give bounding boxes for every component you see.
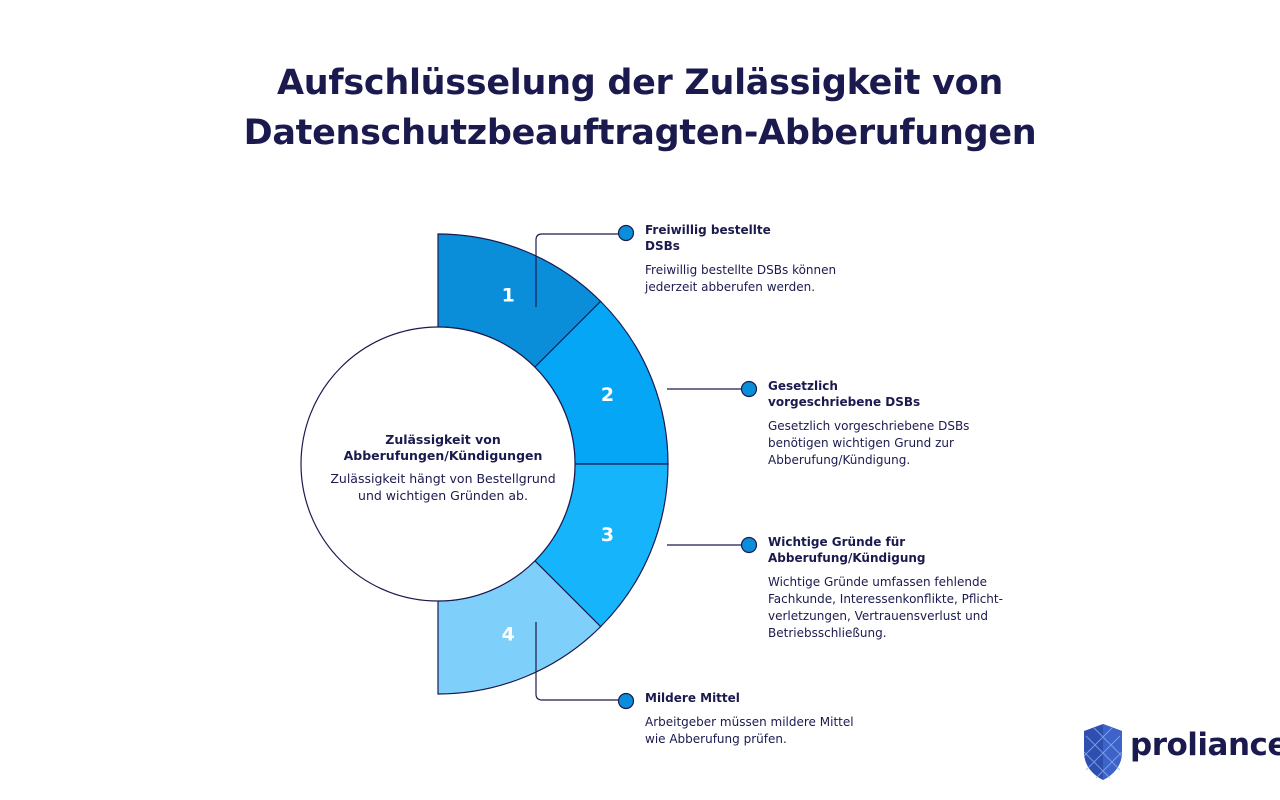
center-title-line-2: Abberufungen/Kündigungen	[343, 448, 543, 463]
label-desc-line: Freiwillig bestellte DSBs können	[645, 263, 837, 277]
label-description: Arbeitgeber müssen mildere Mittel wie Ab…	[645, 714, 915, 748]
center-title-line-1: Zulässigkeit von	[385, 432, 501, 447]
connector-dot-2	[740, 380, 758, 398]
label-desc-line: benötigen wichtigen Grund zur	[768, 436, 954, 450]
label-title-line: Abberufung/Kündigung	[768, 551, 926, 565]
label-title: Gesetzlich vorgeschriebene DSBs	[768, 378, 1038, 410]
label-description: Wichtige Gründe umfassen fehlende Fachku…	[768, 574, 1038, 642]
label-title: Mildere Mittel	[645, 690, 915, 706]
segment-number-4: 4	[502, 624, 515, 646]
segment-group: 1 2 3 4	[437, 233, 669, 695]
label-desc-line: Wichtige Gründe umfassen fehlende	[768, 575, 987, 589]
label-title-line: Mildere Mittel	[645, 691, 740, 705]
center-text: Zulässigkeit von Abberufungen/Kündigunge…	[318, 432, 568, 504]
label-title: Freiwillig bestellte DSBs	[645, 222, 915, 254]
proliance-logo	[1083, 724, 1123, 780]
label-desc-line: Betriebsschließung.	[768, 626, 887, 640]
connector-dot-4	[617, 692, 635, 710]
label-desc-line: jederzeit abberufen werden.	[645, 280, 816, 294]
label-title-line: Freiwillig bestellte	[645, 223, 771, 237]
label-title: Wichtige Gründe für Abberufung/Kündigung	[768, 534, 1038, 566]
label-title-line: vorgeschriebene DSBs	[768, 395, 921, 409]
connector-dot-3	[740, 536, 758, 554]
label-freiwillig: Freiwillig bestellte DSBs Freiwillig bes…	[645, 222, 915, 296]
center-desc-line-1: Zulässigkeit hängt von Bestellgrund	[330, 471, 556, 486]
connector-group	[535, 224, 758, 710]
connector-line-4	[535, 622, 618, 701]
label-description: Freiwillig bestellte DSBs können jederze…	[645, 262, 915, 296]
segment-number-1: 1	[502, 284, 515, 306]
center-description: Zulässigkeit hängt von Bestellgrund und …	[318, 470, 568, 504]
connector-line-1	[535, 233, 618, 307]
label-wichtige-gruende: Wichtige Gründe für Abberufung/Kündigung…	[768, 534, 1038, 642]
connector-dot-1	[617, 224, 635, 242]
segment-number-2: 2	[601, 384, 614, 406]
label-desc-line: Arbeitgeber müssen mildere Mittel	[645, 715, 854, 729]
label-title-line: DSBs	[645, 239, 680, 253]
label-desc-line: Gesetzlich vorgeschriebene DSBs	[768, 419, 970, 433]
center-desc-line-2: und wichtigen Gründen ab.	[358, 488, 528, 503]
label-desc-line: Fachkunde, Interessenkonflikte, Pflicht-	[768, 592, 1003, 606]
center-title: Zulässigkeit von Abberufungen/Kündigunge…	[318, 432, 568, 464]
label-description: Gesetzlich vorgeschriebene DSBs benötige…	[768, 418, 1038, 469]
label-title-line: Gesetzlich	[768, 379, 838, 393]
logo-text: proliance	[1130, 727, 1280, 763]
shield-icon	[1083, 724, 1123, 780]
title-line-1: Aufschlüsselung der Zulässigkeit von	[277, 63, 1003, 103]
page-title: Aufschlüsselung der Zulässigkeit von Dat…	[0, 58, 1280, 158]
segment-number-3: 3	[601, 524, 614, 546]
label-title-line: Wichtige Gründe für	[768, 535, 906, 549]
label-desc-line: Abberufung/Kündigung.	[768, 453, 911, 467]
title-line-2: Datenschutzbeauftragten-Abberufungen	[243, 113, 1037, 153]
center-circle	[300, 326, 576, 602]
label-desc-line: wie Abberufung prüfen.	[645, 732, 787, 746]
label-desc-line: verletzungen, Vertrauensverlust und	[768, 609, 988, 623]
label-mildere-mittel: Mildere Mittel Arbeitgeber müssen milder…	[645, 690, 915, 748]
label-gesetzlich: Gesetzlich vorgeschriebene DSBs Gesetzli…	[768, 378, 1038, 469]
